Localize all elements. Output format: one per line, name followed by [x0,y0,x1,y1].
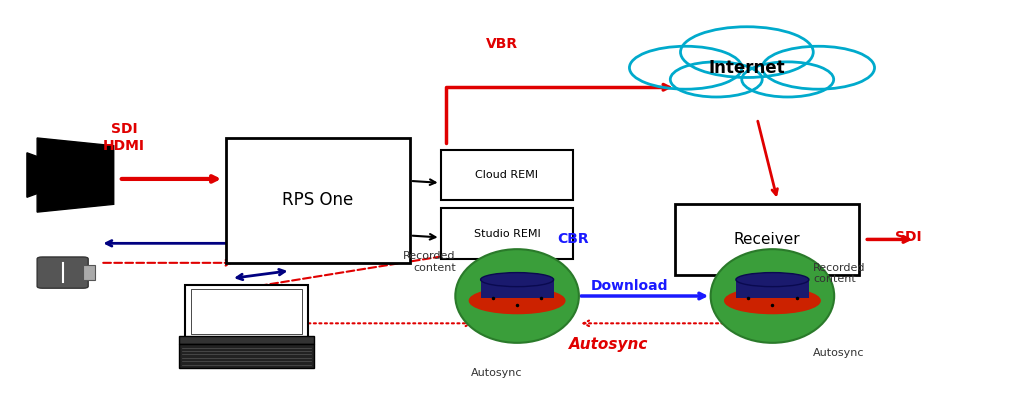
Ellipse shape [711,249,835,343]
Circle shape [681,27,813,77]
Circle shape [741,62,834,97]
Ellipse shape [736,273,809,286]
Polygon shape [27,153,37,197]
Text: Receiver: Receiver [734,232,801,247]
Text: SDI
HDMI: SDI HDMI [103,123,145,152]
Text: RPS One: RPS One [283,191,353,209]
Ellipse shape [469,288,565,314]
Text: Recorded
content: Recorded content [403,251,456,273]
Ellipse shape [480,273,554,286]
Bar [179,336,314,344]
Circle shape [630,46,741,89]
Text: Autosync: Autosync [471,368,522,378]
Text: Cloud REMI: Cloud REMI [475,170,539,180]
Bar [191,289,302,334]
Text: CBR: CBR [557,232,589,246]
Ellipse shape [725,288,820,314]
Text: VBR: VBR [485,37,518,51]
Bar [226,138,410,263]
Bar [440,150,573,200]
Circle shape [671,62,762,97]
Bar [480,279,554,298]
Text: Studio REMI: Studio REMI [473,229,541,239]
Bar [736,279,809,298]
Text: Autosync: Autosync [569,337,648,352]
FancyBboxPatch shape [37,257,88,288]
Bar [185,285,308,338]
Polygon shape [37,138,114,212]
Bar [83,265,95,280]
Bar [440,208,573,259]
Text: Autosync: Autosync [813,349,864,358]
Bar [676,204,859,275]
Text: Download: Download [591,279,669,293]
Text: Internet: Internet [709,59,785,77]
Bar [179,344,314,368]
Text: Recorded
content: Recorded content [813,263,865,285]
Circle shape [762,46,874,89]
Ellipse shape [456,249,579,343]
Text: SDI: SDI [895,230,922,244]
